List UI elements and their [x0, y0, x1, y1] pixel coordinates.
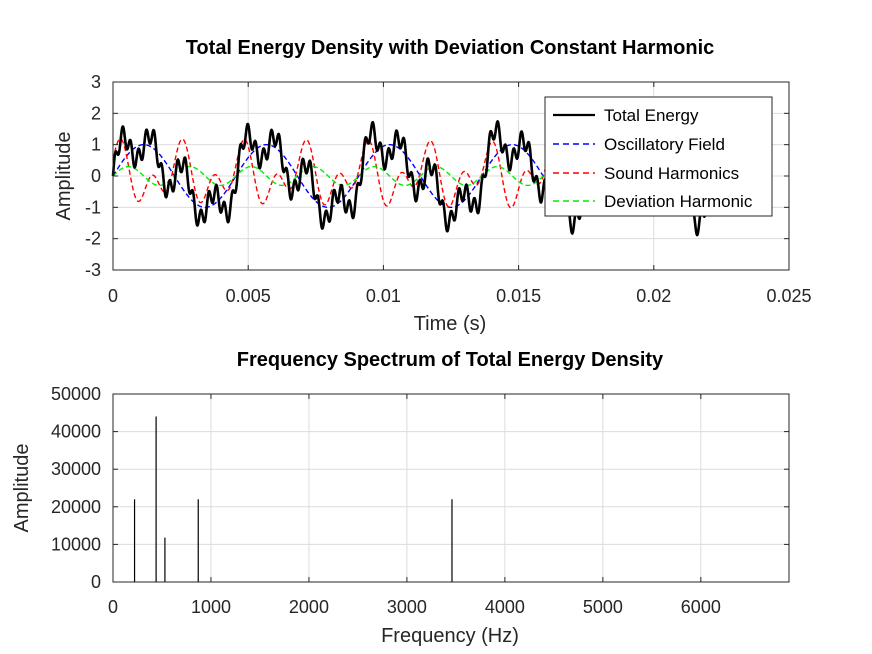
bottom-y-tick-label: 0: [91, 572, 101, 592]
top-x-tick-label: 0.015: [496, 286, 541, 306]
top-chart-title: Total Energy Density with Deviation Cons…: [186, 37, 715, 59]
legend-item-deviation-harmonic: Deviation Harmonic: [553, 192, 753, 211]
bottom-x-tick-label: 3000: [387, 597, 427, 617]
bottom-x-tick-label: 0: [108, 597, 118, 617]
legend-label-deviation-harmonic: Deviation Harmonic: [604, 192, 753, 211]
series-line-deviation-harmonic: [112, 165, 728, 187]
legend: Total Energy Oscillatory Field Sound Har…: [544, 96, 773, 217]
bottom-y-tick-label: 40000: [51, 422, 101, 442]
top-x-tick-label: 0.025: [766, 286, 811, 306]
top-x-axis-label: Time (s): [414, 313, 487, 335]
top-y-tick-label: 1: [91, 135, 101, 155]
top-x-tick-label: 0.01: [366, 286, 401, 306]
bottom-x-tick-label: 2000: [289, 597, 329, 617]
bottom-x-ticks: 0 1000 2000 3000 4000 5000 6000: [108, 394, 721, 617]
top-x-tick-label: 0: [108, 286, 118, 306]
bottom-x-tick-label: 6000: [681, 597, 721, 617]
legend-label-sound-harmonics: Sound Harmonics: [604, 164, 739, 183]
bottom-y-tick-label: 10000: [51, 534, 101, 554]
legend-box: [544, 96, 773, 217]
top-y-tick-label: 3: [91, 72, 101, 92]
legend-item-oscillatory-field: Oscillatory Field: [553, 135, 725, 154]
legend-item-total-energy: Total Energy: [553, 106, 699, 125]
bottom-x-tick-label: 1000: [191, 597, 231, 617]
bottom-y-axis-label: Amplitude: [11, 444, 33, 533]
legend-item-sound-harmonics: Sound Harmonics: [553, 164, 739, 183]
top-y-tick-label: -3: [85, 260, 101, 280]
bottom-x-tick-label: 5000: [583, 597, 623, 617]
bottom-y-tick-label: 20000: [51, 497, 101, 517]
bottom-y-tick-label: 30000: [51, 459, 101, 479]
time-domain-plot: Total Energy Density with Deviation Cons…: [53, 37, 812, 335]
top-y-ticks: -3 -2 -1 0 1 2 3: [85, 72, 789, 280]
top-y-axis-label: Amplitude: [53, 132, 75, 221]
legend-label-total-energy: Total Energy: [604, 106, 699, 125]
top-y-tick-label: 2: [91, 103, 101, 123]
top-x-tick-label: 0.005: [226, 286, 271, 306]
frequency-spectrum-plot: Frequency Spectrum of Total Energy Densi…: [11, 349, 790, 647]
top-y-tick-label: -1: [85, 197, 101, 217]
bottom-chart-title: Frequency Spectrum of Total Energy Densi…: [237, 349, 664, 371]
top-x-tick-label: 0.02: [636, 286, 671, 306]
bottom-x-tick-label: 4000: [485, 597, 525, 617]
bottom-y-tick-label: 50000: [51, 384, 101, 404]
top-y-tick-label: 0: [91, 166, 101, 186]
bottom-x-axis-label: Frequency (Hz): [381, 625, 519, 647]
top-x-ticks: 0 0.005 0.01 0.015 0.02 0.025: [108, 82, 812, 306]
bottom-bars-group: [133, 416, 453, 582]
bottom-axes-box: [112, 393, 790, 583]
top-y-tick-label: -2: [85, 229, 101, 249]
legend-label-oscillatory-field: Oscillatory Field: [604, 135, 725, 154]
bottom-y-ticks: 0 10000 20000 30000 40000 50000: [51, 384, 789, 592]
